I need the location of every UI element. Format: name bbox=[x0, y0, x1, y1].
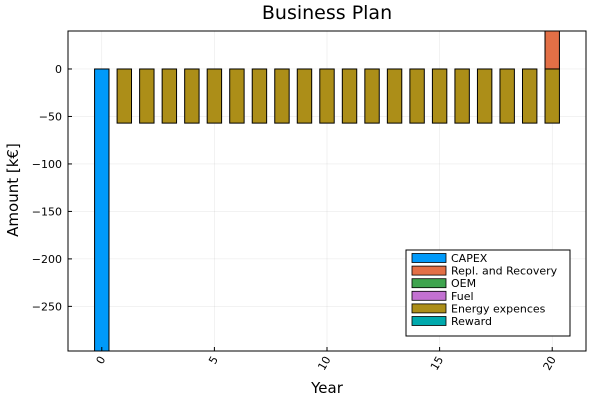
y-tick-label: −150 bbox=[32, 205, 62, 218]
bar-energy-expences-year-18 bbox=[499, 68, 515, 124]
legend-label: Fuel bbox=[451, 290, 474, 303]
legend-swatch bbox=[411, 265, 447, 276]
bar-energy-expences-year-8 bbox=[274, 68, 290, 124]
y-tick-label: −50 bbox=[39, 110, 62, 123]
bar-repl-and-recovery-year-20 bbox=[544, 30, 560, 70]
bar-energy-expences-year-11 bbox=[341, 68, 358, 124]
y-tick-label: −100 bbox=[32, 158, 62, 171]
y-tick-label: 0 bbox=[55, 63, 62, 76]
bar-energy-expences-year-20 bbox=[544, 68, 560, 124]
bar-capex-year-0 bbox=[94, 68, 110, 352]
bar-energy-expences-year-10 bbox=[319, 68, 335, 124]
legend-label: OEM bbox=[451, 277, 476, 290]
bar-energy-expences-year-15 bbox=[431, 68, 448, 124]
x-tick-label: 10 bbox=[315, 354, 333, 373]
chart-title: Business Plan bbox=[262, 2, 392, 24]
bars bbox=[94, 30, 560, 352]
bar-energy-expences-year-9 bbox=[296, 68, 313, 124]
legend-swatch bbox=[411, 290, 447, 301]
bar-energy-expences-year-19 bbox=[521, 68, 538, 124]
bar-energy-expences-year-12 bbox=[364, 68, 380, 124]
legend-label: CAPEX bbox=[451, 252, 488, 265]
bar-energy-expences-year-5 bbox=[206, 68, 223, 124]
legend-label: Reward bbox=[451, 315, 492, 328]
bar-energy-expences-year-16 bbox=[454, 68, 470, 124]
y-axis-title: Amount [k€] bbox=[4, 143, 22, 237]
bar-energy-expences-year-1 bbox=[116, 68, 133, 124]
x-tick-label: 20 bbox=[541, 354, 559, 373]
legend-swatch bbox=[411, 316, 447, 326]
bar-energy-expences-year-3 bbox=[161, 68, 178, 124]
bar-energy-expences-year-2 bbox=[139, 68, 155, 124]
bar-energy-expences-year-6 bbox=[229, 68, 245, 124]
bar-energy-expences-year-17 bbox=[476, 68, 493, 124]
x-tick-label: 15 bbox=[428, 354, 446, 373]
bar-energy-expences-year-4 bbox=[184, 68, 200, 124]
bar-energy-expences-year-7 bbox=[251, 68, 268, 124]
legend-label: Energy expences bbox=[451, 302, 546, 315]
x-axis-title: Year bbox=[310, 379, 344, 397]
bar-energy-expences-year-13 bbox=[386, 68, 403, 124]
legend-swatch bbox=[411, 303, 447, 314]
bar-energy-expences-year-14 bbox=[409, 68, 425, 124]
y-tick-label: −200 bbox=[32, 253, 62, 266]
ticks: 0 5 10 15 200−50−100−150−200−250 bbox=[32, 63, 559, 373]
legend-swatch bbox=[411, 278, 447, 289]
y-tick-label: −250 bbox=[32, 300, 62, 313]
legend-swatch bbox=[411, 253, 447, 263]
legend-label: Repl. and Recovery bbox=[451, 265, 558, 278]
